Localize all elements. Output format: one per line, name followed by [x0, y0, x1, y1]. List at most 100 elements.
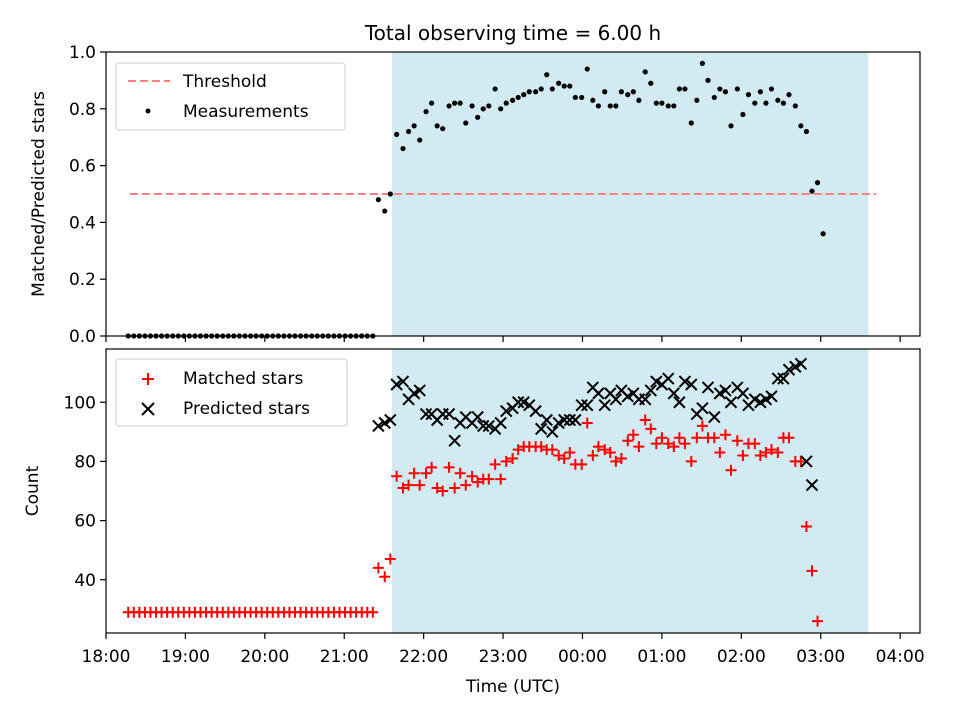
matched-star-point [460, 479, 472, 491]
matched-star-point [581, 417, 593, 429]
bottom-y-tick-label: 100 [64, 393, 96, 413]
top-x-ticks [105, 336, 901, 342]
legend-measurements-label: Measurements [183, 102, 309, 122]
predicted-star-point [500, 404, 513, 418]
measurement-point [382, 208, 388, 214]
bottom-y-ticks: 40 60 80 100 [64, 393, 106, 591]
measurement-point [659, 100, 665, 106]
legend-matched-swatch [142, 373, 154, 385]
measurement-point [699, 60, 706, 66]
top-y-tick-label: 1.0 [69, 43, 96, 63]
matched-star-point [812, 615, 824, 627]
measurement-point [579, 94, 585, 101]
matched-star-point [489, 458, 501, 470]
matched-star-point [765, 444, 777, 456]
predicted-star-point [736, 387, 750, 400]
x-tick-label: 20:00 [240, 647, 289, 667]
matched-star-point [622, 435, 634, 447]
measurement-point [752, 100, 758, 106]
predicted-star-point [794, 357, 808, 370]
x-tick-label: 02:00 [717, 647, 766, 667]
matched-star-point [725, 464, 737, 476]
measurement-point [584, 66, 590, 72]
predicted-star-point [471, 410, 484, 424]
predicted-star-point [390, 378, 403, 391]
matched-star-point [587, 450, 599, 461]
chart-title: Total observing time = 6.00 h [364, 21, 661, 45]
predicted-star-point [546, 425, 559, 439]
predicted-star-point [563, 413, 576, 427]
measurement-point [480, 106, 486, 112]
predicted-star-point [678, 375, 692, 388]
measurement-point [538, 86, 544, 92]
predicted-star-point [777, 372, 790, 385]
matched-star-point [437, 485, 449, 497]
matched-star-point [384, 553, 396, 565]
measurement-point [417, 137, 423, 143]
predicted-star-point [685, 378, 698, 391]
measurement-point [798, 123, 804, 129]
matched-star-point [662, 438, 674, 450]
matched-star-point [500, 455, 512, 467]
matched-star-point [553, 450, 565, 461]
bottom-panel: 40 60 80 100 18:00 19:00 20:00 21:00 22:00 23:00… [23, 348, 925, 697]
predicted-star-point [673, 396, 686, 409]
x-tick-label: 18:00 [82, 647, 131, 667]
measurement-point [561, 83, 567, 89]
predicted-star-point [771, 372, 785, 385]
top-marks [125, 60, 877, 339]
matched-star-point [372, 562, 384, 574]
measurement-point [786, 92, 792, 98]
measurement-point [602, 89, 608, 95]
measurement-point [740, 111, 746, 118]
bottom-legend-box [115, 358, 348, 427]
x-tick-label: 21:00 [320, 647, 369, 667]
bottom-y-tick-label: 40 [74, 571, 96, 591]
predicted-star-point [592, 387, 605, 400]
matched-star-point [564, 447, 576, 459]
bottom-y-tick-label: 80 [74, 452, 96, 472]
legend-predicted-label: Predicted stars [183, 399, 310, 419]
measurement-point [549, 86, 555, 92]
measurement-point [803, 128, 810, 135]
x-tick-label: 00:00 [558, 647, 607, 667]
predicted-star-point [708, 410, 721, 424]
matched-star-point [414, 479, 426, 491]
bottom-axes-frame [105, 348, 921, 634]
measurement-point [653, 100, 659, 106]
predicted-star-point [639, 393, 652, 406]
measurement-point [688, 120, 694, 126]
legend-predicted-marker [141, 402, 155, 416]
measurement-point [682, 86, 688, 92]
predicted-star-point [396, 375, 410, 388]
top-y-tick-label: 0.8 [69, 100, 96, 120]
matched-star-point [483, 473, 495, 485]
x-tick-label: 03:00 [796, 647, 845, 667]
matched-star-point [604, 447, 616, 459]
measurement-point [387, 191, 393, 197]
measurement-point [572, 94, 578, 101]
matched-star-point [507, 452, 519, 464]
measurement-point [694, 97, 700, 103]
predicted-star-point [644, 384, 657, 397]
measurement-point [820, 231, 826, 237]
matched-star-point [691, 432, 703, 444]
matched-star-point [454, 467, 466, 479]
measurement-point [636, 97, 642, 103]
measurement-point [711, 94, 717, 101]
measurement-point [515, 94, 521, 101]
measurement-point [498, 106, 504, 112]
measurement-point [375, 197, 381, 203]
predicted-star-point [540, 413, 553, 427]
x-tick-label: 23:00 [479, 647, 528, 667]
matched-star-point [397, 482, 409, 494]
predicted-star-point [765, 390, 778, 403]
matched-star-point [367, 606, 379, 618]
measurement-point [717, 86, 723, 92]
measurement-point [411, 123, 417, 129]
measurement-point [745, 92, 752, 98]
measurement-point [792, 103, 798, 109]
matched-star-point [443, 461, 455, 473]
x-tick-label: 01:00 [637, 647, 686, 667]
